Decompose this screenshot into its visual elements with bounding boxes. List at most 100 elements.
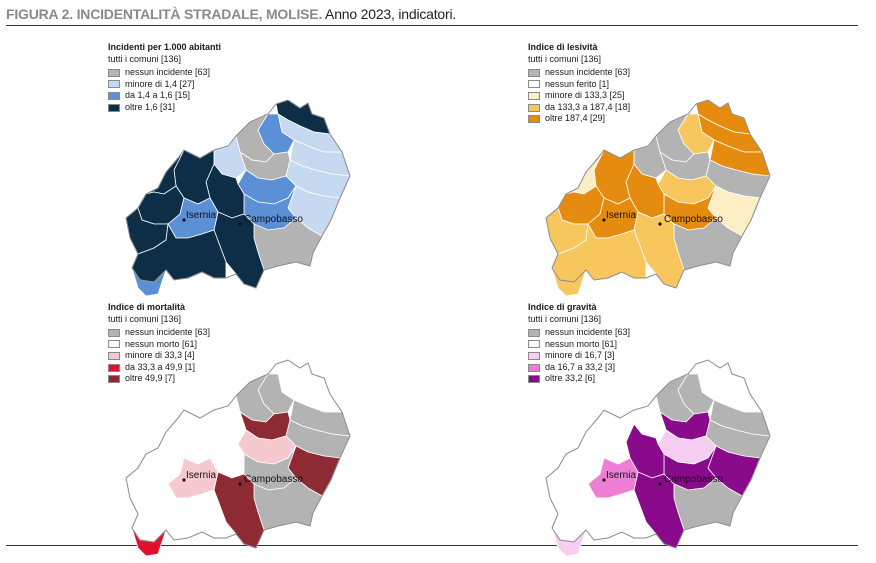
legend-label: da 133,3 a 187,4 [18] bbox=[545, 101, 631, 112]
legend-swatch bbox=[528, 115, 540, 124]
legend-entry: nessun incidente [63] bbox=[528, 327, 630, 339]
legend-swatch bbox=[108, 328, 120, 337]
city-label-campobasso: Campobasso bbox=[664, 214, 723, 225]
legend-swatch bbox=[108, 68, 120, 77]
map-title: Incidenti per 1.000 abitanti bbox=[108, 42, 222, 52]
legend-label: oltre 1,6 [31] bbox=[125, 101, 176, 112]
city-label-isernia: Isernia bbox=[606, 470, 636, 481]
city-label-isernia: Isernia bbox=[186, 470, 216, 481]
legend-entry: oltre 187,4 [29] bbox=[528, 113, 630, 125]
city-marker bbox=[238, 222, 242, 226]
legend-entry: nessun incidente [63] bbox=[528, 67, 630, 79]
map-subtitle: tutti i comuni [136] bbox=[528, 313, 602, 324]
legend-label: da 16,7 a 33,2 [3] bbox=[545, 361, 616, 372]
municipalities bbox=[125, 359, 351, 557]
legend-swatch bbox=[108, 351, 120, 360]
molise-map: Isernia Campobasso bbox=[125, 359, 351, 557]
legend-label: da 1,4 a 1,6 [15] bbox=[125, 90, 191, 101]
legend-label: nessun morto [61] bbox=[545, 338, 618, 349]
map-title: Indice di mortalità bbox=[108, 302, 186, 312]
legend-swatch bbox=[528, 68, 540, 77]
legend-entry: nessun incidente [63] bbox=[108, 67, 221, 79]
legend-label: minore di 16,7 [3] bbox=[545, 350, 615, 361]
map-title: Indice di lesività bbox=[528, 42, 598, 52]
legend-swatch bbox=[528, 328, 540, 337]
city-label-isernia: Isernia bbox=[186, 210, 216, 221]
legend-entry: minore di 133,3 [25] bbox=[528, 90, 630, 102]
legend-label: oltre 49,9 [7] bbox=[125, 373, 176, 384]
legend: Indice di lesività tutti i comuni [136] ne… bbox=[528, 42, 630, 125]
legend-label: nessun incidente [63] bbox=[125, 327, 211, 338]
legend-label: nessun incidente [63] bbox=[545, 67, 631, 78]
legend-entry: nessun incidente [63] bbox=[108, 327, 210, 339]
legend-entry: nessun morto [61] bbox=[108, 339, 210, 351]
city-marker bbox=[658, 482, 662, 486]
legend-label: oltre 33,2 [6] bbox=[545, 373, 596, 384]
legend-entry: minore di 16,7 [3] bbox=[528, 350, 630, 362]
city-marker bbox=[238, 482, 242, 486]
region-boundary bbox=[125, 359, 351, 549]
legend-swatch bbox=[528, 351, 540, 360]
legend-swatch bbox=[528, 375, 540, 384]
legend-label: nessun morto [61] bbox=[125, 338, 198, 349]
legend: Indice di mortalità tutti i comuni [136] n… bbox=[108, 302, 210, 385]
legend-label: minore di 1,4 [27] bbox=[125, 78, 195, 89]
region-boundary bbox=[125, 99, 351, 289]
legend-swatch bbox=[528, 363, 540, 372]
legend-label: minore di 133,3 [25] bbox=[545, 90, 625, 101]
molise-map: Isernia Campobasso bbox=[545, 99, 771, 297]
legend-label: nessun incidente [63] bbox=[125, 67, 211, 78]
legend-entry: da 133,3 a 187,4 [18] bbox=[528, 102, 630, 114]
legend-swatch bbox=[528, 80, 540, 89]
legend-swatch bbox=[108, 340, 120, 349]
legend-entry: oltre 1,6 [31] bbox=[108, 102, 221, 114]
legend: Incidenti per 1.000 abitanti tutti i comu… bbox=[108, 42, 221, 113]
legend-swatch bbox=[528, 91, 540, 100]
map-subtitle: tutti i comuni [136] bbox=[108, 53, 182, 64]
legend-label: nessun ferito [1] bbox=[545, 78, 610, 89]
legend-entry: nessun ferito [1] bbox=[528, 79, 630, 91]
legend-entry: minore di 33,3 [4] bbox=[108, 350, 210, 362]
legend-swatch bbox=[108, 363, 120, 372]
map-panel-2: Indice di lesività tutti i comuni [136] ne… bbox=[528, 42, 876, 302]
figure-title-rest: Anno 2023, indicatori. bbox=[322, 6, 457, 22]
bottom-rule bbox=[6, 545, 858, 546]
city-marker bbox=[658, 222, 662, 226]
legend-label: da 33,3 a 49,9 [1] bbox=[125, 361, 196, 372]
legend-swatch bbox=[108, 91, 120, 100]
legend-swatch bbox=[528, 103, 540, 112]
legend-swatch bbox=[108, 375, 120, 384]
molise-map: Isernia Campobasso bbox=[125, 99, 351, 297]
map-title: Indice di gravità bbox=[528, 302, 597, 312]
city-marker bbox=[602, 218, 606, 222]
city-marker bbox=[602, 478, 606, 482]
legend: Indice di gravità tutti i comuni [136] nes… bbox=[528, 302, 630, 385]
city-marker bbox=[182, 478, 186, 482]
city-label-isernia: Isernia bbox=[606, 210, 636, 221]
city-label-campobasso: Campobasso bbox=[244, 474, 303, 485]
top-rule bbox=[6, 25, 858, 26]
map-panel-1: Incidenti per 1.000 abitanti tutti i comu… bbox=[108, 42, 528, 302]
city-label-campobasso: Campobasso bbox=[664, 474, 723, 485]
region-boundary bbox=[545, 359, 771, 549]
map-panel-3: Indice di mortalità tutti i comuni [136] n… bbox=[108, 302, 528, 562]
figure-title: FIGURA 2. INCIDENTALITÀ STRADALE, MOLISE… bbox=[6, 6, 456, 22]
map-panel-4: Indice di gravità tutti i comuni [136] nes… bbox=[528, 302, 876, 562]
legend-swatch bbox=[528, 340, 540, 349]
legend-entry: oltre 49,9 [7] bbox=[108, 373, 210, 385]
map-subtitle: tutti i comuni [136] bbox=[528, 53, 602, 64]
legend-entry: minore di 1,4 [27] bbox=[108, 79, 221, 91]
legend-label: minore di 33,3 [4] bbox=[125, 350, 195, 361]
figure-title-bold: FIGURA 2. INCIDENTALITÀ STRADALE, MOLISE… bbox=[6, 6, 323, 22]
legend-entry: da 33,3 a 49,9 [1] bbox=[108, 362, 210, 374]
legend-entry: nessun morto [61] bbox=[528, 339, 630, 351]
legend-entry: da 16,7 a 33,2 [3] bbox=[528, 362, 630, 374]
legend-label: nessun incidente [63] bbox=[545, 327, 631, 338]
molise-map: Isernia Campobasso bbox=[545, 359, 771, 557]
legend-entry: oltre 33,2 [6] bbox=[528, 373, 630, 385]
city-marker bbox=[182, 218, 186, 222]
municipalities bbox=[545, 359, 771, 557]
legend-swatch bbox=[108, 103, 120, 112]
legend-swatch bbox=[108, 80, 120, 89]
city-label-campobasso: Campobasso bbox=[244, 214, 303, 225]
